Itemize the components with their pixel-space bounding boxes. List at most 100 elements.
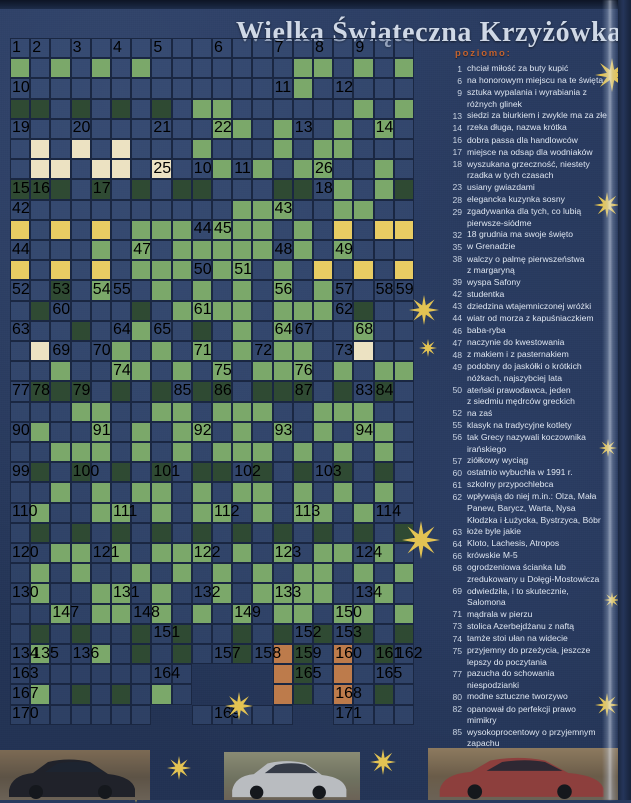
grid-cell[interactable] <box>111 644 132 665</box>
grid-cell[interactable] <box>252 462 273 483</box>
grid-cell[interactable] <box>10 482 31 503</box>
grid-cell[interactable] <box>313 583 334 604</box>
grid-cell[interactable] <box>111 260 132 281</box>
grid-cell[interactable] <box>333 320 354 341</box>
grid-cell[interactable] <box>393 98 414 119</box>
grid-cell[interactable] <box>292 361 313 382</box>
grid-cell[interactable] <box>10 583 31 604</box>
grid-cell[interactable] <box>30 219 51 240</box>
grid-cell[interactable] <box>393 664 414 685</box>
grid-cell[interactable] <box>252 260 273 281</box>
grid-cell[interactable] <box>272 583 293 604</box>
grid-cell[interactable] <box>191 502 212 523</box>
grid-cell[interactable] <box>252 179 273 200</box>
grid-cell[interactable] <box>292 58 313 79</box>
grid-cell[interactable] <box>90 199 111 220</box>
grid-cell[interactable] <box>393 704 414 725</box>
grid-cell[interactable] <box>252 98 273 119</box>
grid-cell[interactable] <box>191 341 212 362</box>
grid-cell[interactable] <box>333 381 354 402</box>
grid-cell[interactable] <box>111 139 132 160</box>
grid-cell[interactable] <box>131 320 152 341</box>
grid-cell[interactable] <box>373 664 394 685</box>
grid-cell[interactable] <box>252 543 273 564</box>
grid-cell[interactable] <box>50 603 71 624</box>
grid-cell[interactable] <box>212 118 233 139</box>
grid-cell[interactable] <box>151 280 172 301</box>
grid-cell[interactable] <box>131 341 152 362</box>
grid-cell[interactable] <box>313 219 334 240</box>
grid-cell[interactable] <box>30 199 51 220</box>
grid-cell[interactable] <box>292 502 313 523</box>
grid-cell[interactable] <box>191 704 212 725</box>
grid-cell[interactable] <box>111 502 132 523</box>
grid-cell[interactable] <box>292 98 313 119</box>
grid-cell[interactable] <box>353 300 374 321</box>
grid-cell[interactable] <box>70 320 91 341</box>
grid-cell[interactable] <box>333 341 354 362</box>
grid-cell[interactable] <box>171 603 192 624</box>
grid-cell[interactable] <box>232 644 253 665</box>
grid-cell[interactable] <box>212 381 233 402</box>
grid-cell[interactable] <box>50 401 71 422</box>
grid-cell[interactable] <box>212 704 233 725</box>
grid-cell[interactable] <box>353 522 374 543</box>
grid-cell[interactable] <box>191 583 212 604</box>
grid-cell[interactable] <box>292 442 313 463</box>
grid-cell[interactable] <box>313 442 334 463</box>
grid-cell[interactable] <box>131 78 152 99</box>
grid-cell[interactable] <box>30 300 51 321</box>
grid-cell[interactable] <box>151 563 172 584</box>
grid-cell[interactable] <box>151 300 172 321</box>
grid-cell[interactable] <box>393 260 414 281</box>
grid-cell[interactable] <box>393 502 414 523</box>
grid-cell[interactable] <box>131 502 152 523</box>
grid-cell[interactable] <box>30 421 51 442</box>
grid-cell[interactable] <box>30 502 51 523</box>
grid-cell[interactable] <box>131 219 152 240</box>
grid-cell[interactable] <box>373 38 394 59</box>
grid-cell[interactable] <box>272 139 293 160</box>
grid-cell[interactable] <box>50 260 71 281</box>
grid-cell[interactable] <box>313 462 334 483</box>
grid-cell[interactable] <box>353 502 374 523</box>
grid-cell[interactable] <box>252 219 273 240</box>
grid-cell[interactable] <box>373 543 394 564</box>
grid-cell[interactable] <box>373 320 394 341</box>
grid-cell[interactable] <box>313 664 334 685</box>
grid-cell[interactable] <box>111 401 132 422</box>
grid-cell[interactable] <box>232 219 253 240</box>
grid-cell[interactable] <box>30 38 51 59</box>
grid-cell[interactable] <box>50 664 71 685</box>
grid-cell[interactable] <box>111 98 132 119</box>
grid-cell[interactable] <box>131 361 152 382</box>
grid-cell[interactable] <box>353 583 374 604</box>
grid-cell[interactable] <box>292 623 313 644</box>
grid-cell[interactable] <box>373 118 394 139</box>
grid-cell[interactable] <box>111 421 132 442</box>
grid-cell[interactable] <box>30 623 51 644</box>
grid-cell[interactable] <box>393 179 414 200</box>
grid-cell[interactable] <box>10 684 31 705</box>
grid-cell[interactable] <box>272 118 293 139</box>
grid-cell[interactable] <box>171 664 192 685</box>
grid-cell[interactable] <box>373 179 394 200</box>
grid-cell[interactable] <box>191 179 212 200</box>
grid-cell[interactable] <box>373 401 394 422</box>
grid-cell[interactable] <box>353 179 374 200</box>
grid-cell[interactable] <box>111 240 132 261</box>
grid-cell[interactable] <box>111 381 132 402</box>
grid-cell[interactable] <box>30 159 51 180</box>
grid-cell[interactable] <box>313 260 334 281</box>
grid-cell[interactable] <box>90 179 111 200</box>
grid-cell[interactable] <box>10 179 31 200</box>
grid-cell[interactable] <box>333 442 354 463</box>
grid-cell[interactable] <box>212 300 233 321</box>
grid-cell[interactable] <box>313 139 334 160</box>
grid-cell[interactable] <box>272 341 293 362</box>
grid-cell[interactable] <box>313 644 334 665</box>
grid-cell[interactable] <box>151 583 172 604</box>
grid-cell[interactable] <box>111 603 132 624</box>
grid-cell[interactable] <box>353 219 374 240</box>
grid-cell[interactable] <box>191 280 212 301</box>
